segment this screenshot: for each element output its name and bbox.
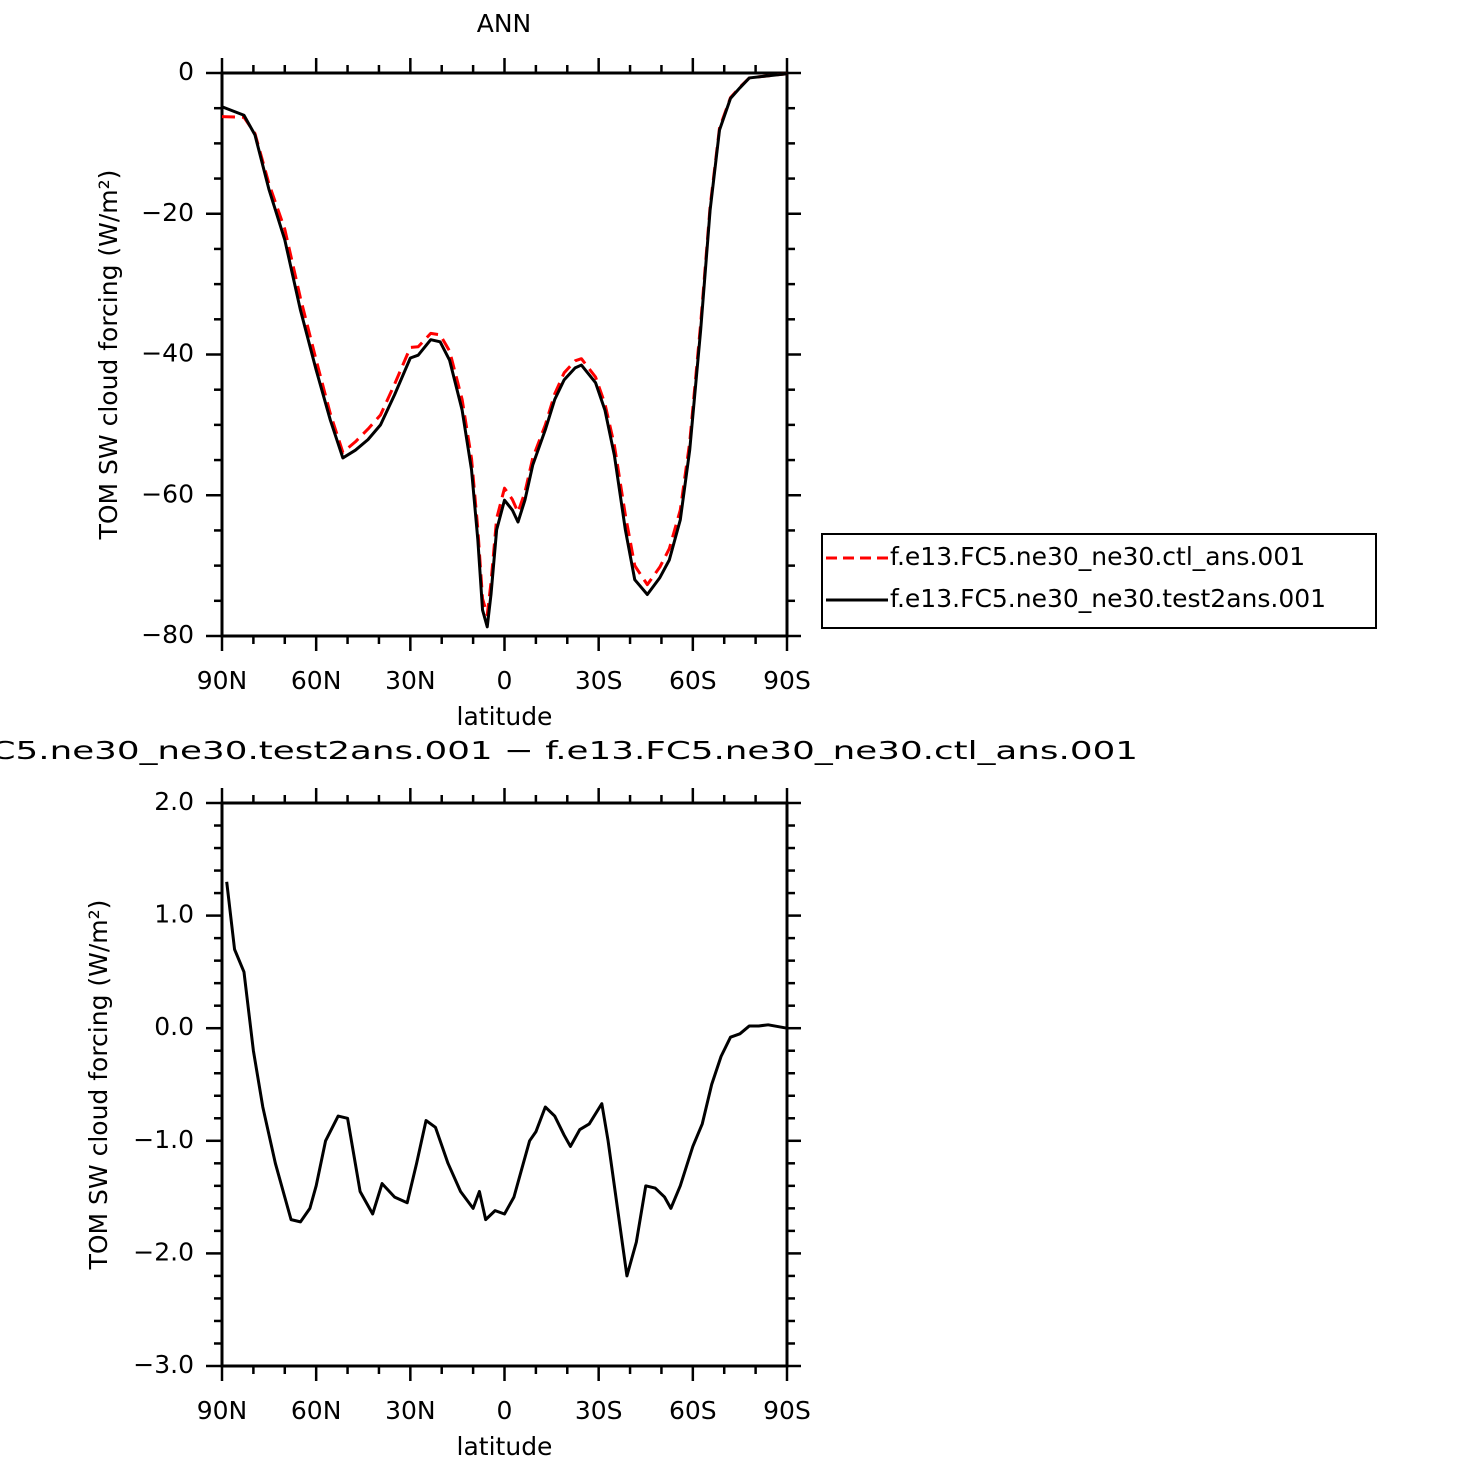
y-axis-label: TOM SW cloud forcing (W/m²) xyxy=(84,900,113,1271)
x-tick-label: 30S xyxy=(575,666,623,695)
x-tick-label: 60N xyxy=(291,666,342,695)
x-tick-label: 60S xyxy=(669,666,717,695)
x-tick-label: 90N xyxy=(197,666,248,695)
x-axis-label: latitude xyxy=(457,702,553,731)
x-tick-label: 90S xyxy=(763,666,811,695)
x-tick-label: 90N xyxy=(197,1396,248,1425)
x-tick-label: 30S xyxy=(575,1396,623,1425)
y-tick-label: −80 xyxy=(141,620,194,649)
y-tick-label: −40 xyxy=(141,339,194,368)
y-axis-label: TOM SW cloud forcing (W/m²) xyxy=(94,170,123,541)
data-line xyxy=(221,72,788,629)
legend-box xyxy=(821,533,1377,629)
y-tick-label: −2.0 xyxy=(133,1237,194,1266)
y-tick-label: 1.0 xyxy=(154,900,194,929)
x-tick-label: 60S xyxy=(669,1396,717,1425)
y-tick-label: −1.0 xyxy=(133,1125,194,1154)
chart-title: f.e13.FC5.ne30_ne30.test2ans.001 − f.e13… xyxy=(0,736,1138,765)
x-tick-label: 60N xyxy=(291,1396,342,1425)
x-tick-label: 0 xyxy=(497,666,513,695)
chart-title: ANN xyxy=(477,9,532,38)
y-tick-label: 0.0 xyxy=(154,1012,194,1041)
y-tick-label: −3.0 xyxy=(133,1350,194,1379)
legend-label: f.e13.FC5.ne30_ne30.ctl_ans.001 xyxy=(890,542,1305,571)
data-line xyxy=(221,72,788,617)
y-tick-label: 2.0 xyxy=(154,787,194,816)
plot-frame xyxy=(220,71,789,638)
data-line xyxy=(225,881,788,1278)
y-tick-label: 0 xyxy=(178,57,194,86)
x-tick-label: 30N xyxy=(385,1396,436,1425)
y-tick-label: −60 xyxy=(141,479,194,508)
legend-label: f.e13.FC5.ne30_ne30.test2ans.001 xyxy=(890,584,1326,613)
x-tick-label: 90S xyxy=(763,1396,811,1425)
x-tick-label: 30N xyxy=(385,666,436,695)
plot-frame xyxy=(220,801,789,1368)
y-tick-label: −20 xyxy=(141,198,194,227)
x-tick-label: 0 xyxy=(497,1396,513,1425)
x-axis-label: latitude xyxy=(457,1432,553,1461)
